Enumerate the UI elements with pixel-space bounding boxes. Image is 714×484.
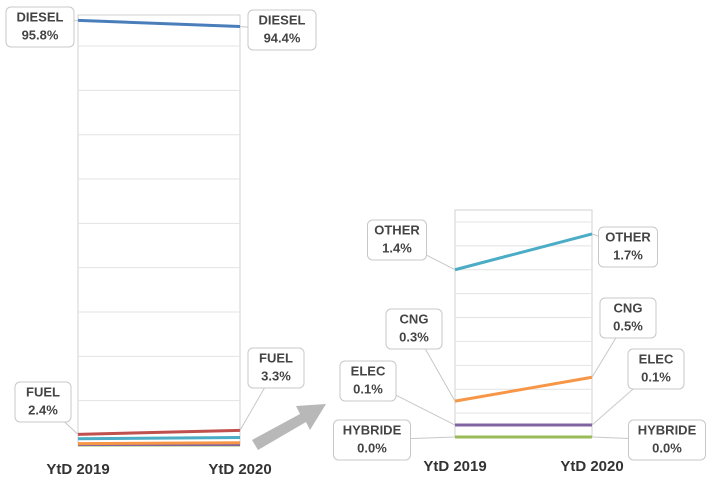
series-line [77,441,241,446]
data-label: ELEC 0.1% [339,360,456,426]
value-label: 1.7% [613,247,643,262]
value-label: 95.8% [22,27,59,42]
label-box [247,347,305,389]
series-name: HYBRIDE [343,422,402,437]
label-box [385,308,443,350]
value-label: 1.4% [382,240,412,255]
plot-area [77,14,241,446]
label-box [628,419,706,461]
value-label: 0.0% [357,440,387,455]
series-line [77,18,241,29]
series-name: CNG [400,311,429,326]
label-box [5,6,75,48]
series-name: OTHER [605,229,651,244]
data-label: OTHER 1.7% [591,226,658,268]
data-label: HYBRIDE 0.0% [333,419,456,461]
zoom-arrow [252,404,326,450]
x-tick-label: YtD 2019 [423,458,486,475]
value-label: 0.1% [353,381,383,396]
label-box [14,381,72,423]
data-label: FUEL 3.3% [239,347,305,431]
label-box [598,226,658,268]
value-label: 2.4% [28,402,58,417]
x-tick-label: YtD 2019 [46,461,109,478]
series-name: OTHER [374,222,420,237]
value-label: 0.0% [652,440,682,455]
value-label: 94.4% [264,30,301,45]
series-line [77,435,241,441]
x-tick-label: YtD 2020 [560,458,623,475]
value-label: 0.1% [641,369,671,384]
data-label: OTHER 1.4% [367,219,456,271]
value-label: 3.3% [261,368,291,383]
label-box [247,9,317,51]
label-box [333,419,411,461]
series-name: HYBRIDE [638,422,697,437]
data-label: DIESEL 95.8% [5,6,79,48]
data-label: DIESEL 94.4% [239,9,317,51]
data-label: ELEC 0.1% [591,348,685,426]
plot-area [454,209,593,438]
data-label: HYBRIDE 0.0% [591,419,706,461]
series-name: ELEC [639,351,674,366]
data-label: CNG 0.3% [385,308,456,402]
value-label: 0.5% [613,318,643,333]
label-box [339,360,397,402]
series-name: FUEL [259,350,293,365]
series-name: FUEL [26,384,60,399]
value-label: 0.3% [399,329,429,344]
series-name: DIESEL [259,12,306,27]
data-label: FUEL 2.4% [14,381,79,435]
series-name: ELEC [351,363,386,378]
series-line [454,375,593,403]
series-line [77,428,241,436]
label-box [367,219,427,261]
label-box [599,297,657,339]
series-line [454,232,593,272]
x-tick-label: YtD 2020 [208,461,271,478]
series-name: DIESEL [17,9,64,24]
label-box [627,348,685,390]
data-label: CNG 0.5% [591,297,657,378]
series-name: CNG [614,300,643,315]
